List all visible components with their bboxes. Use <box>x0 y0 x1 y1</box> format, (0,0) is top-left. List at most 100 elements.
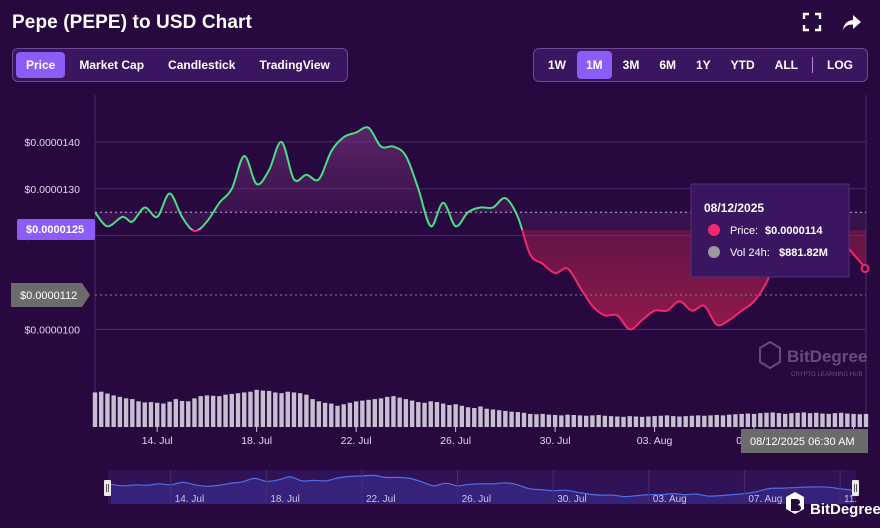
navigator-left-handle[interactable] <box>104 480 111 496</box>
range-ytd-button[interactable]: YTD <box>730 58 755 72</box>
navigator-tick-label: 14. Jul <box>175 494 204 505</box>
tab-market-cap[interactable]: Market Cap <box>79 58 145 72</box>
volume-bar <box>745 413 751 427</box>
volume-bar <box>503 410 508 427</box>
volume-bar <box>397 397 402 427</box>
volume-bar <box>764 412 769 427</box>
volume-bar <box>683 416 688 427</box>
watermark-tagline: CRYPTO LEARNING HUB <box>791 372 862 378</box>
volume-bar <box>857 414 862 427</box>
volume-bar <box>366 399 371 427</box>
navigator-axis: 14. Jul 18. Jul 22. Jul 26. Jul 30. Jul 03. A… <box>170 470 857 505</box>
x-tick-label: 30. Jul <box>540 435 571 447</box>
volume-bar <box>782 413 788 427</box>
volume-bar <box>217 396 222 427</box>
cursor-time-text: 08/12/2025 06:30 AM <box>750 436 855 448</box>
range-3m-button[interactable]: 3M <box>622 58 640 72</box>
volume-bar <box>602 415 608 427</box>
volume-bar <box>515 412 521 427</box>
volume-bar <box>242 392 247 427</box>
volume-bar <box>739 413 744 427</box>
volume-bar <box>341 404 346 427</box>
volume-bar <box>695 415 701 427</box>
navigator-tick-label: 30. Jul <box>557 494 586 505</box>
volume-bar <box>465 407 471 427</box>
volume-bar <box>329 403 334 427</box>
watermark: BitDegree CRYPTO LEARNING HUB <box>759 340 867 378</box>
volume-bar <box>161 403 166 427</box>
volume-bar <box>148 402 154 427</box>
header-actions <box>802 12 862 32</box>
volume-bar <box>459 405 465 427</box>
price-legend-dot <box>708 224 720 236</box>
navigator[interactable]: 14. Jul 18. Jul 22. Jul 26. Jul 30. Jul 03. A… <box>104 470 859 505</box>
volume-bar <box>621 416 626 427</box>
range-6m-button[interactable]: 6M <box>659 58 676 72</box>
volume-bar <box>154 402 160 427</box>
volume-bar <box>210 395 216 427</box>
volume-bar <box>291 392 297 427</box>
volume-bar <box>434 402 440 427</box>
volume-bar <box>789 413 794 427</box>
reference-price-text: $0.0000125 <box>26 224 84 236</box>
volume-bar <box>105 393 110 427</box>
volume-bar <box>260 390 266 427</box>
volume-bar <box>266 390 272 427</box>
tab-candlestick[interactable]: Candlestick <box>168 58 236 72</box>
time-range-selector: 1W 1M 3M 6M 1Y YTD ALL LOG <box>532 48 868 82</box>
volume-bar <box>795 412 800 427</box>
volume-bar <box>584 415 589 427</box>
volume-bar <box>353 401 359 427</box>
navigator-series <box>110 474 853 504</box>
navigator-right-handle[interactable] <box>852 480 859 496</box>
volume-bar <box>310 399 315 427</box>
volume-bar <box>546 414 552 427</box>
volume-bar <box>223 394 228 427</box>
share-icon[interactable] <box>842 12 862 32</box>
volume-bar <box>472 407 477 427</box>
range-1w-button[interactable]: 1W <box>547 58 566 72</box>
tab-tradingview[interactable]: TradingView <box>259 58 330 72</box>
range-1y-button[interactable]: 1Y <box>695 58 711 72</box>
volume-bar <box>608 416 614 427</box>
range-1m-button[interactable]: 1M <box>576 51 612 79</box>
volume-bar <box>814 412 819 427</box>
navigator-tick-label: 22. Jul <box>366 494 395 505</box>
volume-bar <box>851 413 856 427</box>
navigator-tick-label: 18. Jul <box>270 494 299 505</box>
cursor-point <box>860 263 870 273</box>
tooltip: 08/12/2025 Price: $0.0000114 Vol 24h: $8… <box>690 183 850 278</box>
x-tick-label: 22. Jul <box>341 435 372 447</box>
x-tick-label: 26. Jul <box>440 435 471 447</box>
y-tick-label: $0.0000130 <box>25 184 81 196</box>
volume-bar <box>646 416 651 427</box>
volume-bar <box>372 399 377 427</box>
tab-price[interactable]: Price <box>16 52 66 78</box>
volume-bar <box>552 415 558 427</box>
volume-bar <box>403 399 409 427</box>
volume-bar <box>807 413 813 427</box>
fullscreen-icon[interactable] <box>802 12 822 32</box>
volume-bar <box>428 401 433 427</box>
chart-type-tabs: Price Market Cap Candlestick TradingView <box>12 48 348 82</box>
volume-bar <box>770 412 775 427</box>
page-title: Pepe (PEPE) to USD Chart <box>12 12 252 33</box>
volume-bar <box>845 413 850 427</box>
navigator-area <box>111 475 852 504</box>
cursor-time-label: 08/12/2025 06:30 AM <box>741 429 868 453</box>
tooltip-vol-value: $881.82M <box>779 247 828 259</box>
volume-bar <box>627 416 632 427</box>
log-scale-button[interactable]: LOG <box>827 58 853 72</box>
navigator-tick-label: 07. Aug <box>748 494 782 505</box>
volume-bar <box>571 415 576 427</box>
volume-bar <box>130 399 135 427</box>
range-all-button[interactable]: ALL <box>774 58 798 72</box>
volume-bar <box>639 416 645 427</box>
footer-logo-text: BitDegree <box>810 501 880 518</box>
x-tick-label: 03. Aug <box>637 435 673 447</box>
volume-bar <box>528 413 533 427</box>
volume-bar <box>347 402 353 427</box>
volume-bar <box>179 400 185 427</box>
volume-bar <box>708 415 713 427</box>
